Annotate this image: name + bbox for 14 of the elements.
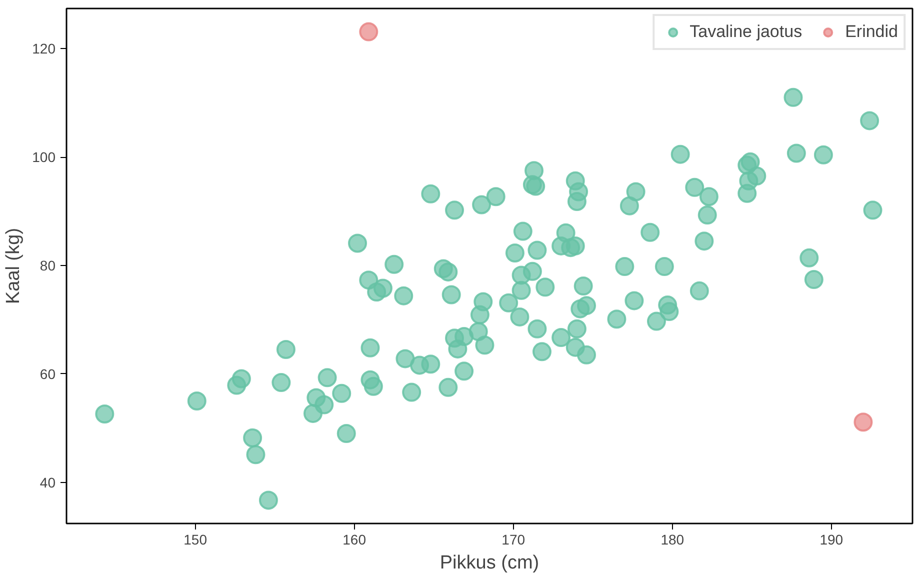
x-axis-title: Pikkus (cm) xyxy=(440,552,540,574)
y-tick-label: 60 xyxy=(40,366,56,382)
x-tick-label: 190 xyxy=(820,532,844,548)
x-tick-label: 150 xyxy=(184,532,208,548)
y-tick-label: 120 xyxy=(32,40,56,57)
y-tick-label: 80 xyxy=(40,257,56,274)
y-axis-title: Kaal (kg) xyxy=(3,228,24,304)
y-tick-label: 100 xyxy=(32,149,56,166)
x-tick-label: 170 xyxy=(502,532,526,548)
legend-label: Tavaline jaotus xyxy=(690,22,802,42)
y-tick-label: 40 xyxy=(40,474,56,490)
legend-label: Erindid xyxy=(845,22,898,42)
x-tick-label: 180 xyxy=(660,532,684,548)
x-tick-label: 160 xyxy=(342,532,366,548)
